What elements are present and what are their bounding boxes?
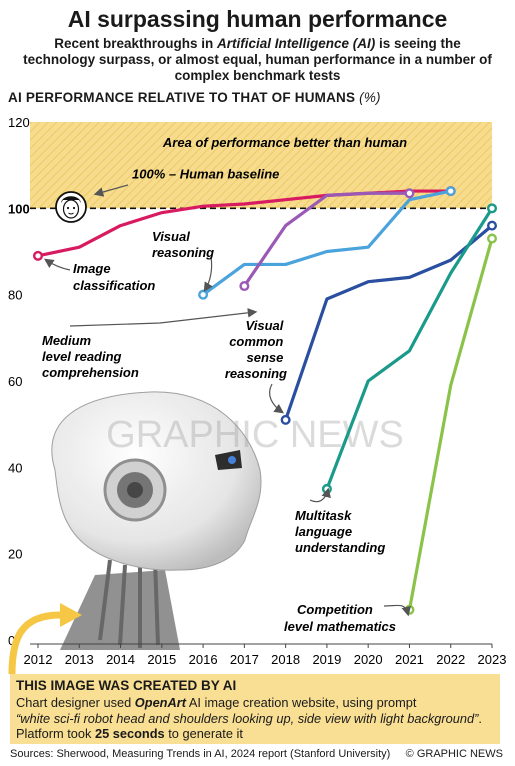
label-line: Image — [73, 261, 111, 276]
subtitle-text: Recent breakthroughs in Artificial Intel… — [23, 36, 492, 83]
page-title: AI surpassing human performance — [67, 6, 448, 32]
series-end-point — [487, 220, 498, 231]
common-sense-arrow — [269, 383, 284, 414]
credit-text: © GRAPHIC NEWS — [405, 748, 503, 760]
x-tick-label: 2022 — [436, 652, 465, 667]
human-face-icon — [55, 191, 87, 223]
series-end-point — [487, 233, 498, 244]
label-competition-math: Competition level mathematics — [284, 602, 396, 634]
series-start-point — [321, 483, 332, 494]
axis-unit: (%) — [359, 90, 381, 105]
better-area-label: Area of performance better than human — [162, 135, 407, 150]
label-line: Competition — [297, 602, 373, 617]
series-start-point — [280, 414, 291, 425]
x-axis: 2012 2013 2014 2015 2016 2017 2018 2019 2020 2021… — [24, 643, 507, 667]
label-line: Medium — [42, 333, 92, 348]
series-end-point — [445, 186, 456, 197]
series-end-point — [487, 203, 498, 214]
x-tick-label: 2014 — [106, 652, 135, 667]
y-tick-label: 120 — [8, 115, 30, 130]
label-visual-common-sense: Visual common sense reasoning — [225, 318, 287, 381]
sources-text: Sources: Sherwood, Measuring Trends in A… — [10, 748, 391, 760]
notice-seconds: 25 seconds — [94, 726, 165, 741]
label-line: Visual — [152, 229, 190, 244]
label-multitask: Multitask language understanding — [295, 508, 385, 555]
better-than-human-area — [30, 122, 492, 209]
label-line: understanding — [295, 540, 385, 555]
x-tick-label: 2023 — [478, 652, 507, 667]
label-line: reasoning — [225, 366, 287, 381]
label-line: reasoning — [152, 245, 214, 260]
notice-heading: THIS IMAGE WAS CREATED BY AI — [16, 678, 237, 693]
label-line: language — [295, 524, 352, 539]
label-line: comprehension — [42, 365, 139, 380]
label-image-classification: Image classification — [73, 261, 155, 293]
visual-reasoning-arrow — [203, 256, 213, 293]
multitask-arrow — [309, 487, 331, 503]
y-tick-label: 20 — [8, 547, 22, 562]
x-tick-label: 2019 — [312, 652, 341, 667]
series-line — [284, 224, 494, 421]
series-start-point — [198, 289, 209, 300]
series-line — [325, 207, 494, 490]
baseline-label: 100% – Human baseline — [132, 166, 279, 181]
y-axis-title: AI PERFORMANCE RELATIVE TO THAT OF HUMAN… — [8, 90, 381, 105]
image-class-arrow — [44, 258, 71, 271]
subtitle-emphasis: Artificial Intelligence (AI) — [216, 36, 376, 51]
notice-brand: OpenArt — [134, 695, 186, 710]
x-tick-label: 2020 — [354, 652, 383, 667]
page-subtitle: Recent breakthroughs in Artificial Intel… — [20, 36, 495, 84]
x-tick-label: 2013 — [65, 652, 94, 667]
x-tick-label: 2012 — [24, 652, 53, 667]
notice-prompt: “white sci-fi robot head and shoulders l… — [16, 710, 479, 726]
label-line: classification — [73, 278, 155, 293]
series-line — [407, 238, 494, 611]
watermark: GRAPHIC NEWS — [106, 414, 404, 456]
x-tick-label: 2016 — [189, 652, 218, 667]
x-tick-label: 2018 — [271, 652, 300, 667]
label-line: Visual — [246, 318, 284, 333]
series-start-point — [239, 281, 250, 292]
notice-line3-post: to generate it — [164, 726, 243, 741]
y-tick-label: 0 — [8, 633, 15, 648]
notice-body: Chart designer used OpenArt AI image cre… — [16, 695, 496, 742]
y-tick-label: 60 — [8, 374, 22, 389]
label-line: level reading — [42, 349, 122, 364]
x-tick-label: 2015 — [147, 652, 176, 667]
series-end-point — [404, 188, 415, 199]
robot-illustration — [51, 391, 270, 650]
notice-line3-pre: . Platform took — [16, 710, 482, 742]
notice-line1-post: AI image creation website, using prompt — [186, 695, 417, 710]
math-arrow — [383, 604, 411, 617]
series-start-point — [33, 250, 44, 261]
x-tick-label: 2017 — [230, 652, 259, 667]
notice-callout-arrow — [8, 611, 61, 675]
reading-arrow — [69, 308, 258, 327]
axis-title-text: AI PERFORMANCE RELATIVE TO THAT OF HUMAN… — [8, 90, 356, 105]
y-tick-label: 100 — [8, 201, 30, 216]
notice-callout-head — [60, 603, 82, 627]
ai-image-notice: THIS IMAGE WAS CREATED BY AI Chart desig… — [10, 674, 500, 744]
x-tick-label: 2021 — [395, 652, 424, 667]
label-line: Multitask — [295, 508, 352, 523]
label-visual-reasoning: Visual reasoning — [152, 229, 214, 260]
label-medium-reading: Medium level reading comprehension — [42, 333, 139, 380]
series-line — [243, 191, 410, 287]
y-axis: 0 20 40 60 80 100 120 — [8, 115, 30, 648]
y-tick-label: 40 — [8, 460, 22, 475]
label-line: common — [229, 334, 283, 349]
label-line: level mathematics — [284, 619, 396, 634]
y-tick-label: 80 — [8, 288, 22, 303]
series-line — [202, 189, 452, 296]
baseline-arrow — [93, 184, 129, 197]
label-line: sense — [247, 350, 284, 365]
notice-line1-pre: Chart designer used — [16, 695, 135, 710]
